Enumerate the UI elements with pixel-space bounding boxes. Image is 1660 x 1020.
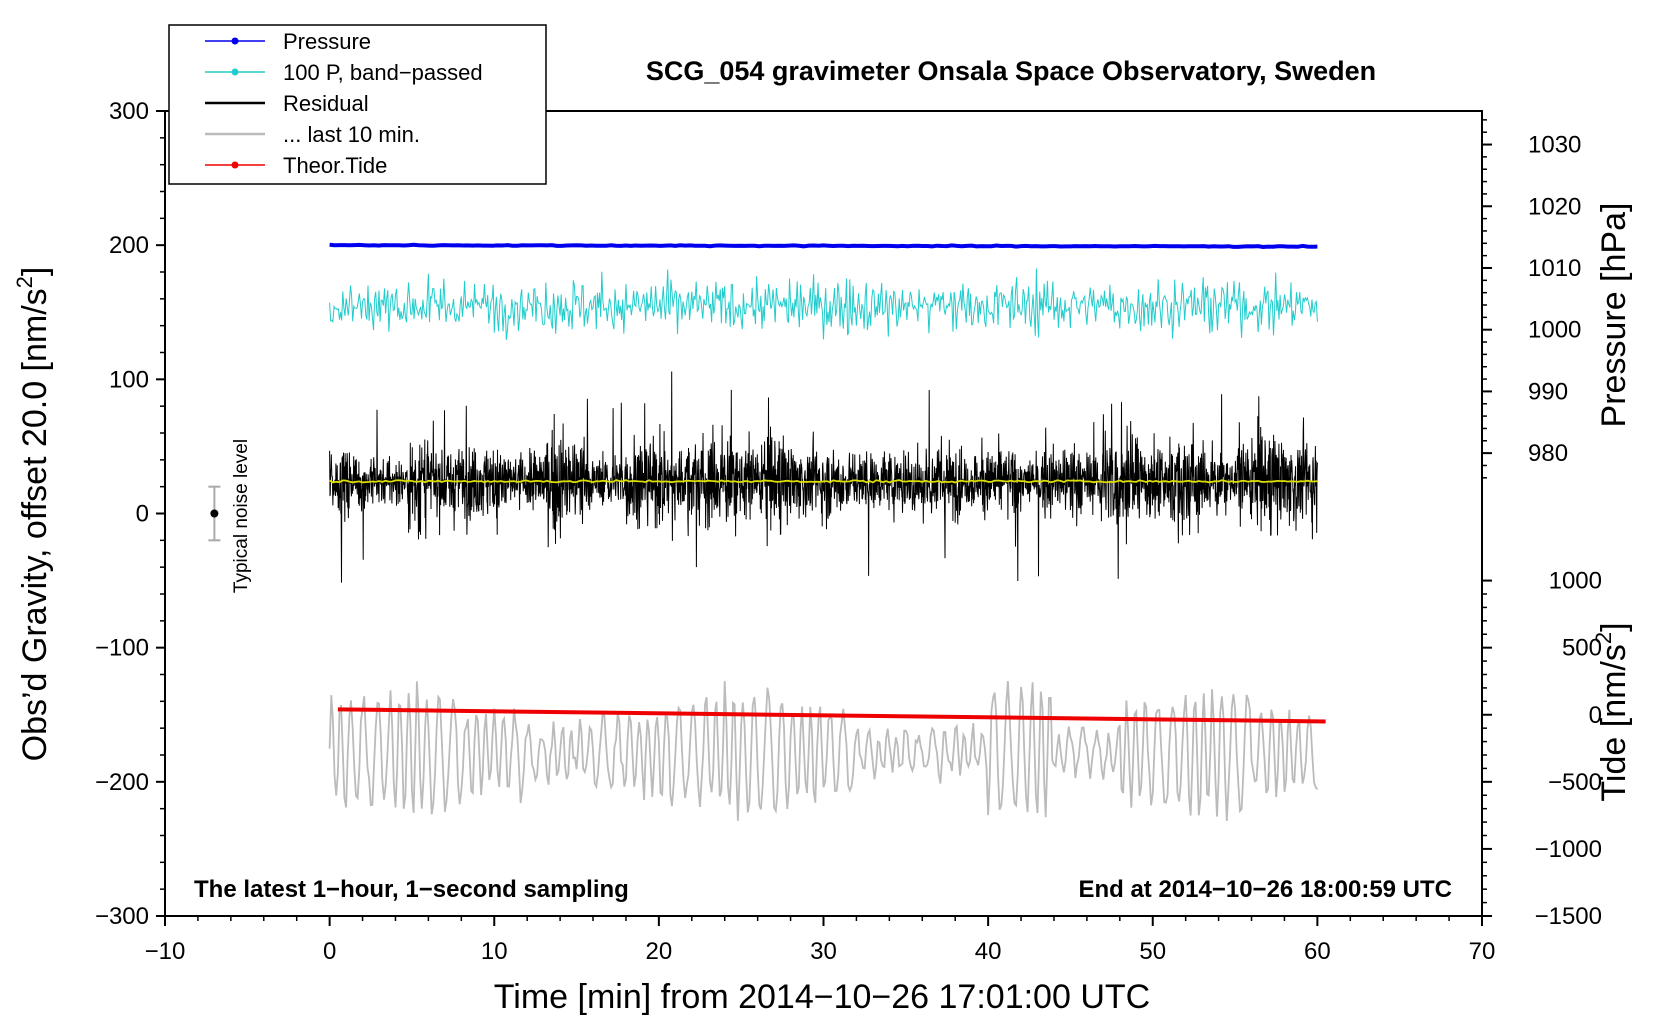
legend-label: ... last 10 min.	[283, 122, 420, 147]
y-tick-label: 100	[109, 366, 149, 393]
y-axis-title-tide-text: Tide [nm/s	[1595, 644, 1633, 801]
y-tick-label: 300	[109, 98, 149, 125]
legend-label: Theor.Tide	[283, 153, 387, 178]
pressure-tick-label: 1010	[1528, 255, 1581, 282]
x-tick-label: 10	[481, 938, 508, 965]
noise-level-label: Typical noise level	[231, 439, 252, 593]
y-tick-label: −100	[95, 635, 149, 662]
legend-label: Residual	[283, 91, 369, 116]
legend-label: 100 P, band−passed	[283, 60, 483, 85]
pressure-tick-label: 980	[1528, 440, 1568, 467]
noise-point	[210, 509, 219, 518]
noise-level-indicator	[208, 485, 221, 542]
y-axis-title-tide: Tide [nm/s2]	[1591, 622, 1633, 801]
y-axis-title-pressure: Pressure [hPa]	[1595, 203, 1633, 428]
series-theor-tide	[337, 707, 1326, 724]
series-residual	[329, 371, 1318, 583]
series-last-10-min	[328, 681, 1319, 821]
x-tick-label: 40	[975, 938, 1002, 965]
legend-box	[168, 24, 547, 185]
series-residual-mean	[329, 479, 1318, 484]
x-axis-title: Time [min] from 2014−10−26 17:01:00 UTC	[494, 978, 1150, 1016]
tide-tick-label: 1000	[1549, 568, 1602, 595]
y-tick-label: −200	[95, 769, 149, 796]
y-axis-title-main-tail: ]	[16, 267, 54, 276]
y-axis-title-tide-tail: ]	[1595, 622, 1633, 631]
x-tick-label: 0	[323, 938, 336, 965]
x-tick-label: −10	[145, 938, 186, 965]
sampling-note: The latest 1−hour, 1−second sampling	[194, 876, 629, 903]
y-axis-title-main-text: Obs’d Gravity, offset 20.0 [nm/s	[16, 288, 54, 761]
legend: Pressure 100 P, band−passed Residual ... la…	[168, 24, 547, 185]
tide-tick-label: −500	[1548, 769, 1602, 796]
y-tick-label: 0	[136, 501, 149, 528]
legend-swatch-marker	[231, 161, 239, 169]
tide-tick-label: 500	[1562, 635, 1602, 662]
pressure-tick-label: 990	[1528, 378, 1568, 405]
x-tick-label: 60	[1304, 938, 1331, 965]
tide-tick-label: −1500	[1535, 903, 1602, 930]
y-axis-title-main: Obs’d Gravity, offset 20.0 [nm/s2]	[12, 267, 54, 762]
y-tick-label: −300	[95, 903, 149, 930]
series-pressure	[329, 242, 1318, 250]
pressure-tick-label: 1030	[1528, 132, 1581, 159]
legend-label: Pressure	[283, 29, 371, 54]
tide-tick-label: −1000	[1535, 836, 1602, 863]
x-tick-label: 30	[810, 938, 837, 965]
y-axis-title-tide-sup: 2	[1591, 632, 1616, 644]
y-tick-label: 200	[109, 232, 149, 259]
legend-swatch-marker	[231, 37, 239, 45]
tide-tick-label: 0	[1589, 702, 1602, 729]
series-band-passed-pressure	[329, 268, 1318, 340]
chart-title: SCG_054 gravimeter Onsala Space Observat…	[646, 56, 1376, 86]
pressure-tick-label: 1020	[1528, 193, 1581, 220]
end-time-note: End at 2014−10−26 18:00:59 UTC	[1078, 876, 1452, 903]
x-tick-label: 70	[1469, 938, 1496, 965]
legend-swatch-marker	[231, 68, 239, 76]
series-layer	[328, 242, 1326, 821]
x-tick-label: 50	[1139, 938, 1166, 965]
pressure-tick-label: 1000	[1528, 317, 1581, 344]
x-tick-label: 20	[646, 938, 673, 965]
y-axis-title-main-sup: 2	[12, 276, 37, 288]
